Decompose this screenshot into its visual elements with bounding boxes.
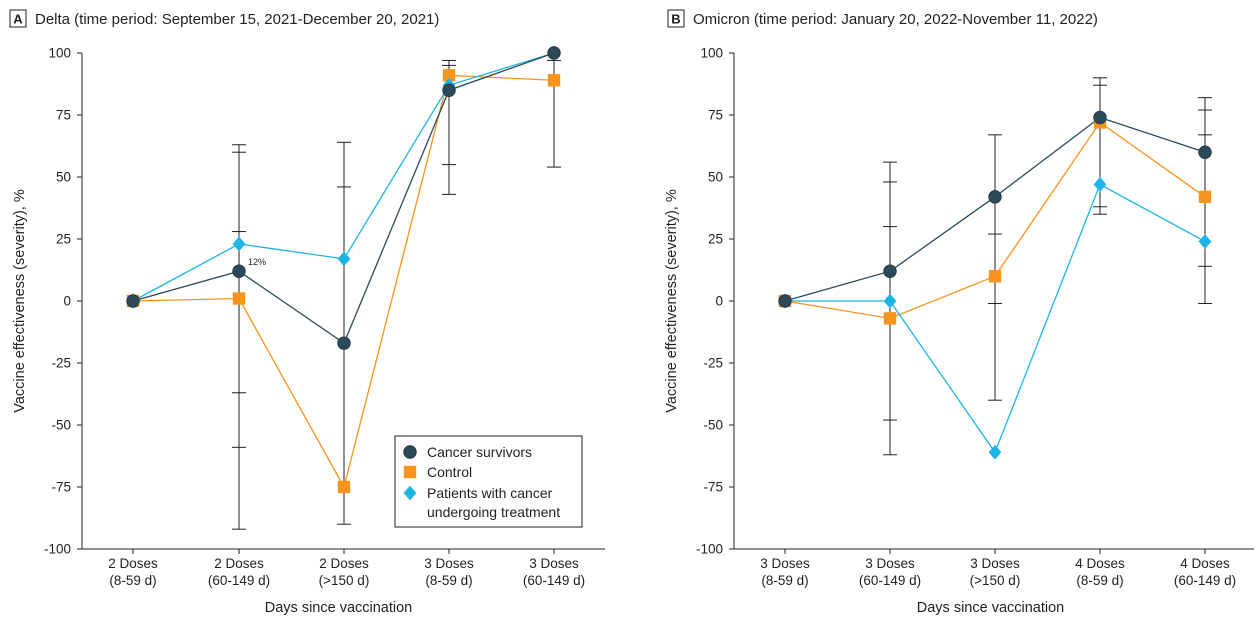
y-tick-label: -100	[696, 542, 723, 557]
y-axis-label: Vaccine effectiveness (severity), %	[664, 189, 680, 413]
x-axis-label: Days since vaccination	[265, 600, 413, 616]
data-point-control	[547, 74, 561, 87]
error-bars	[883, 77, 1212, 456]
x-tick-label: (8-59 d)	[1076, 573, 1123, 588]
y-axis-label: Vaccine effectiveness (severity), %	[12, 189, 28, 413]
data-point-cancer-survivors	[232, 264, 246, 278]
panel-a: A Delta (time period: September 15, 2021-…	[9, 9, 605, 616]
series-points-cancer-survivors	[126, 46, 561, 350]
y-tick-label: 100	[48, 46, 71, 61]
data-point-treatment	[1198, 234, 1212, 249]
y-tick-label: 75	[56, 108, 71, 123]
series-points-treatment	[778, 177, 1212, 460]
x-tick-label: 2 Doses	[214, 556, 264, 571]
series-points-cancer-survivors	[778, 110, 1212, 308]
data-point-control	[988, 270, 1002, 283]
data-point-cancer-survivors	[126, 294, 140, 308]
data-point-cancer-survivors	[547, 46, 561, 60]
y-tick-label: -50	[703, 418, 723, 433]
data-point-treatment	[988, 444, 1002, 460]
y-tick-label: 25	[56, 232, 71, 247]
x-tick-label: 3 Doses	[865, 556, 915, 571]
x-tick-label: (8-59 d)	[761, 573, 808, 588]
x-tick-label: 2 Doses	[108, 556, 158, 571]
data-point-cancer-survivors	[337, 336, 351, 350]
data-point-control	[337, 480, 351, 494]
data-point-cancer-survivors	[442, 83, 456, 97]
y-tick-label: 100	[700, 46, 723, 61]
x-tick-label: (8-59 d)	[425, 573, 472, 588]
data-point-cancer-survivors	[778, 294, 792, 308]
data-point-cancer-survivors	[988, 190, 1002, 204]
data-point-treatment	[337, 251, 351, 267]
legend-label-cancer-survivors: Cancer survivors	[427, 444, 532, 460]
panel-b: B Omicron (time period: January 20, 2022-…	[664, 9, 1254, 616]
y-tick-label: -75	[51, 480, 71, 495]
y-tick-label: -25	[703, 356, 723, 371]
data-annotation: 12%	[248, 257, 266, 267]
x-tick-label: 4 Doses	[1180, 556, 1230, 571]
y-tick-label: 75	[708, 108, 723, 123]
y-tick-label: 0	[63, 294, 71, 309]
data-point-cancer-survivors	[1198, 145, 1212, 159]
data-point-treatment	[1093, 177, 1107, 192]
data-point-cancer-survivors	[1093, 110, 1107, 125]
legend: Cancer survivors Control Patients with can…	[394, 435, 583, 528]
y-tick-label: 50	[708, 170, 723, 185]
panel-label: B	[671, 12, 680, 27]
x-tick-label: (60-149 d)	[859, 573, 921, 588]
legend-marker-treatment	[403, 485, 417, 501]
x-tick-label: 2 Doses	[319, 556, 369, 571]
x-tick-label: (60-149 d)	[1174, 573, 1236, 588]
data-point-treatment	[883, 293, 897, 309]
data-point-control	[883, 312, 897, 325]
data-point-control	[1198, 190, 1212, 204]
legend-marker-control	[403, 465, 417, 479]
legend-label-treatment: undergoing treatment	[427, 504, 560, 520]
y-tick-label: 0	[715, 294, 723, 309]
y-tick-label: 50	[56, 170, 71, 185]
x-axis-label: Days since vaccination	[917, 600, 1065, 616]
panel-label-box	[9, 9, 27, 28]
chart-title: Delta (time period: September 15, 2021-D…	[35, 11, 439, 28]
chart-title: Omicron (time period: January 20, 2022-N…	[693, 11, 1098, 28]
x-tick-label: (>150 d)	[970, 573, 1021, 588]
x-tick-label: 3 Doses	[529, 556, 579, 571]
y-tick-label: -25	[51, 356, 71, 371]
panel-label: A	[13, 12, 23, 27]
panel-label-box	[667, 9, 685, 28]
x-tick-label: (60-149 d)	[208, 573, 270, 588]
legend-label-control: Control	[427, 464, 472, 480]
data-point-control	[442, 69, 456, 82]
x-tick-label: 3 Doses	[760, 556, 810, 571]
x-tick-label: (8-59 d)	[109, 573, 156, 588]
legend-marker-cancer-survivors	[403, 445, 417, 459]
x-tick-label: 3 Doses	[424, 556, 474, 571]
data-point-control	[232, 292, 246, 305]
x-tick-label: 3 Doses	[970, 556, 1020, 571]
y-tick-label: -100	[44, 542, 71, 557]
y-tick-label: -75	[703, 480, 723, 495]
legend-box	[394, 435, 583, 528]
x-tick-label: (>150 d)	[319, 573, 370, 588]
x-tick-label: 4 Doses	[1075, 556, 1125, 571]
data-point-cancer-survivors	[883, 264, 897, 278]
y-tick-label: 25	[708, 232, 723, 247]
y-tick-label: -50	[51, 418, 71, 433]
x-tick-label: (60-149 d)	[523, 573, 585, 588]
legend-label-treatment: Patients with cancer	[427, 485, 553, 501]
data-point-treatment	[232, 236, 246, 252]
